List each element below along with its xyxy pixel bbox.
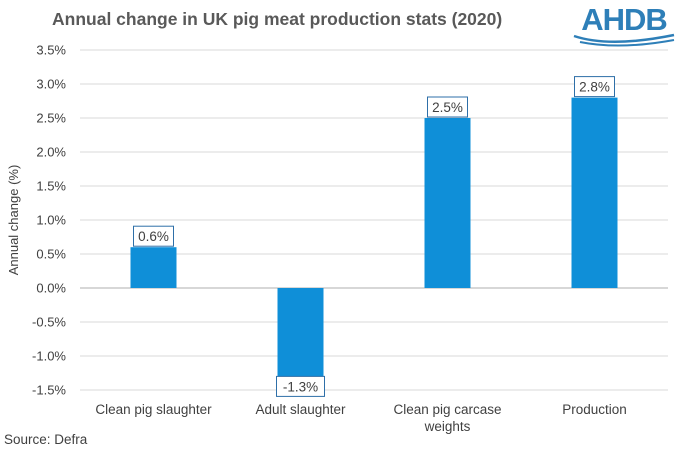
bar	[130, 247, 177, 288]
source-note: Source: Defra	[4, 432, 88, 447]
data-label: 2.5%	[427, 96, 468, 118]
y-tick-label: -0.5%	[32, 315, 66, 330]
data-label-text: -1.3%	[283, 379, 318, 394]
bar	[424, 118, 471, 288]
data-label-box	[427, 96, 468, 118]
y-tick-label: 1.0%	[36, 213, 66, 228]
y-tick-label: 1.5%	[36, 179, 66, 194]
bar	[571, 97, 618, 288]
category-label: weights	[424, 419, 471, 434]
data-label: 2.8%	[574, 76, 615, 98]
data-labels: 0.6% -1.3% 2.5% 2.8%	[133, 76, 615, 397]
y-tick-label: 3.0%	[36, 77, 66, 92]
y-tick-label: -1.0%	[32, 349, 66, 364]
data-label-box	[574, 76, 615, 98]
category-label: Production	[562, 402, 627, 417]
y-tick-label: 0.5%	[36, 247, 66, 262]
y-tick-label: 3.5%	[36, 43, 66, 58]
x-axis-categories: Clean pig slaughter Adult slaughter Clean …	[95, 402, 626, 434]
chart-title: Annual change in UK pig meat production …	[52, 9, 503, 29]
data-label-text: 2.5%	[432, 100, 463, 115]
logo-swoosh-icon	[573, 33, 675, 47]
y-tick-label: -1.5%	[32, 383, 66, 398]
y-axis-ticks: 3.5% 3.0% 2.5% 2.0% 1.5% 1.0% 0.5% 0.0% -0.5% -1.…	[32, 43, 66, 398]
y-tick-label: 2.5%	[36, 111, 66, 126]
bars	[130, 97, 618, 377]
y-axis-label: Annual change (%)	[6, 165, 21, 276]
data-label-box	[133, 225, 174, 247]
data-label-text: 2.8%	[579, 80, 610, 95]
category-label: Clean pig carcase	[393, 402, 501, 417]
data-label: -1.3%	[276, 375, 325, 397]
data-label: 0.6%	[133, 225, 174, 247]
ahdb-logo: AHDB	[570, 2, 678, 48]
gridlines	[80, 49, 668, 391]
data-label-box	[276, 375, 325, 397]
y-tick-label: 0.0%	[36, 281, 66, 296]
category-label: Adult slaughter	[255, 402, 346, 417]
logo-text: AHDB	[581, 2, 668, 37]
bar	[277, 288, 324, 377]
y-tick-label: 2.0%	[36, 145, 66, 160]
data-label-text: 0.6%	[138, 229, 169, 244]
category-label: Clean pig slaughter	[95, 402, 212, 417]
